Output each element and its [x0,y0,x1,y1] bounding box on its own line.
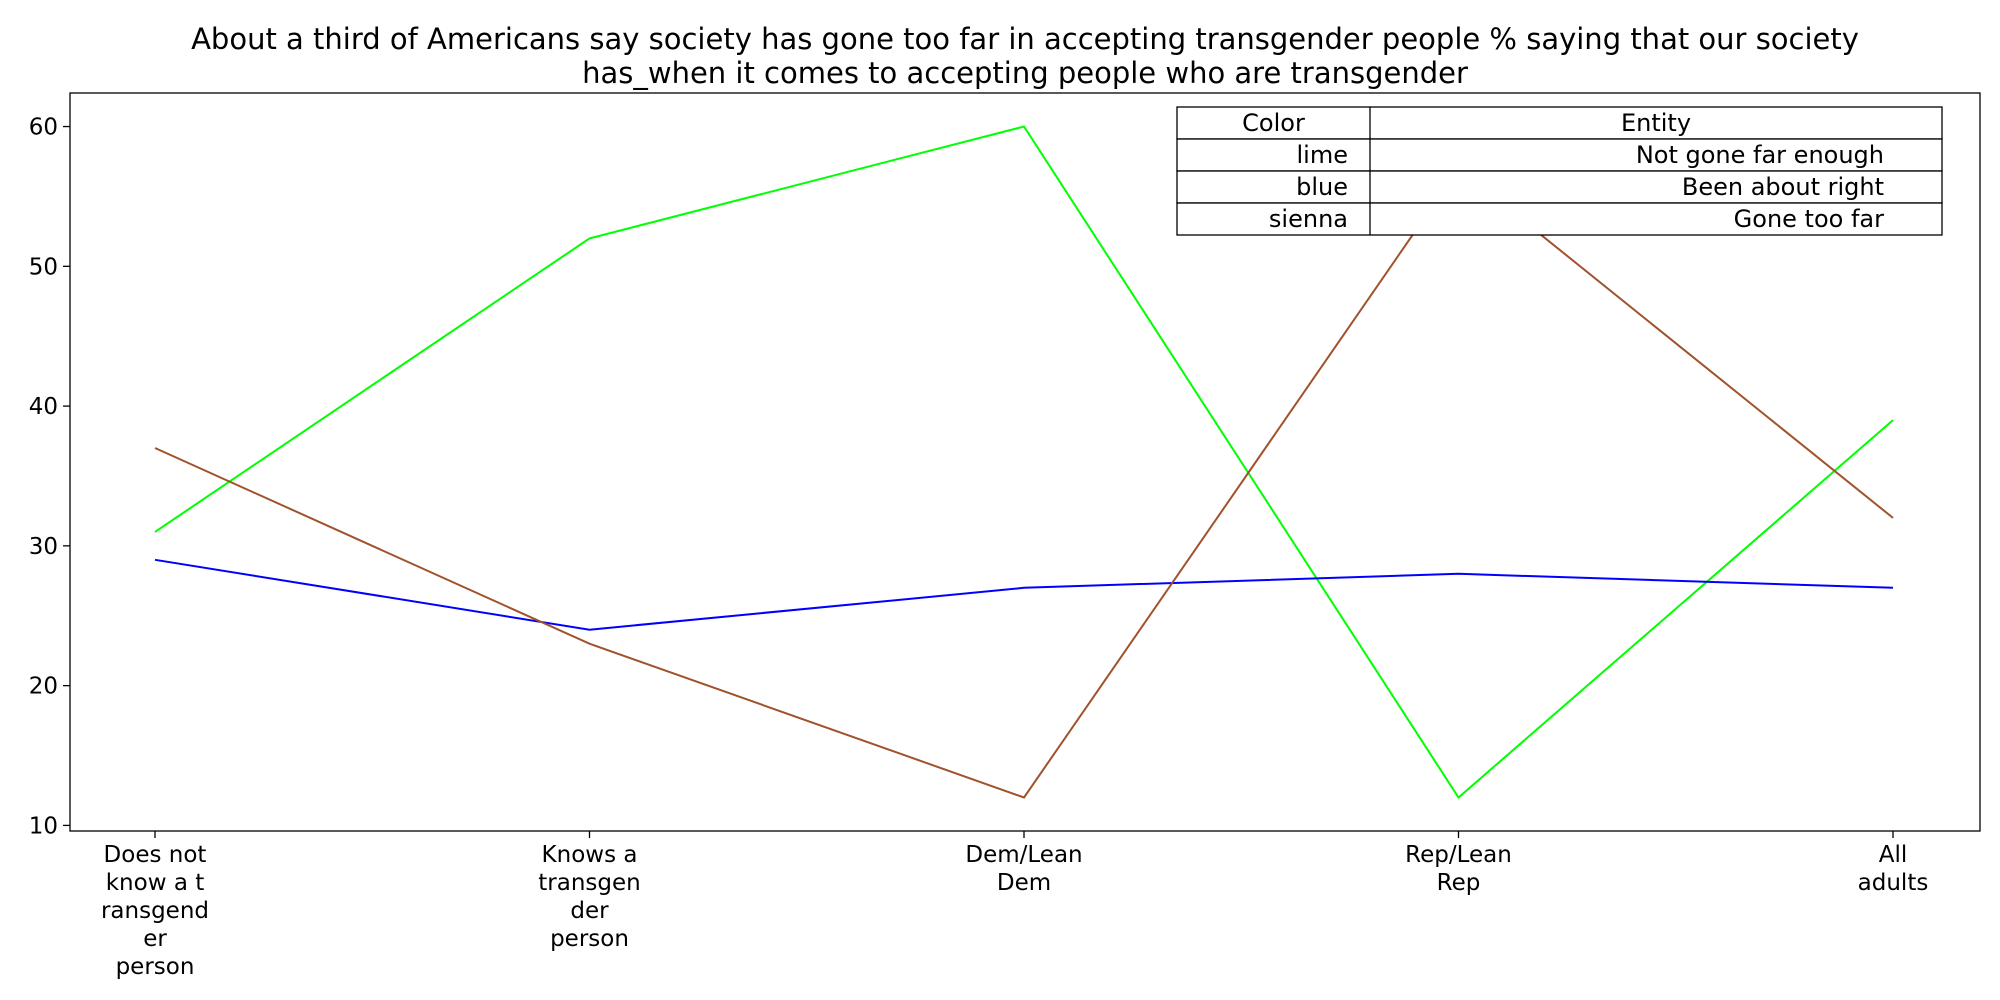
y-tick-label: 50 [29,254,58,280]
x-tick-label: All adults [1858,842,1929,896]
series-line-gone-too-far [154,167,1894,799]
chart-title-line-2: has_when it comes to accepting people wh… [582,56,1468,90]
legend-entity-name: Been about right [1682,173,1884,201]
y-tick-label: 40 [29,394,58,420]
x-tick-label: Rep/Lean Rep [1405,842,1512,896]
chart-title: About a third of Americans say society h… [191,22,1859,90]
x-tick-label: Does not know a t ransgend er person [101,842,209,980]
legend-header-row [1176,106,1943,140]
series-line-been-about-right [154,558,1894,631]
series-line-not-gone-far-enough [154,125,1894,800]
legend-entity-name: Gone too far [1734,205,1884,233]
x-tick-label: Knows a transgen der person [538,842,640,952]
legend-row [1176,202,1943,236]
y-tick-label: 10 [29,813,58,839]
legend-table: Color Entity lime Not gone far enough blue Be… [1176,106,1943,236]
legend-header-color: Color [1242,109,1305,137]
legend-header-entity: Entity [1621,109,1691,137]
series-lines [154,125,1894,800]
legend-entity-name: Not gone far enough [1636,141,1884,169]
y-axis: 10 20 30 40 50 60 [29,115,70,839]
plot-area-frame [69,92,1981,832]
y-tick-label: 60 [29,115,58,141]
x-tick-label: Dem/Lean Dem [965,842,1082,896]
legend-color-name: sienna [1269,205,1348,233]
legend-color-name: blue [1296,173,1348,201]
chart-title-line-1: About a third of Americans say society h… [191,22,1859,56]
legend-row [1176,170,1943,204]
y-tick-label: 30 [29,534,58,560]
legend-row [1176,138,1943,172]
y-tick-label: 20 [29,674,58,700]
legend-color-name: lime [1297,141,1348,169]
